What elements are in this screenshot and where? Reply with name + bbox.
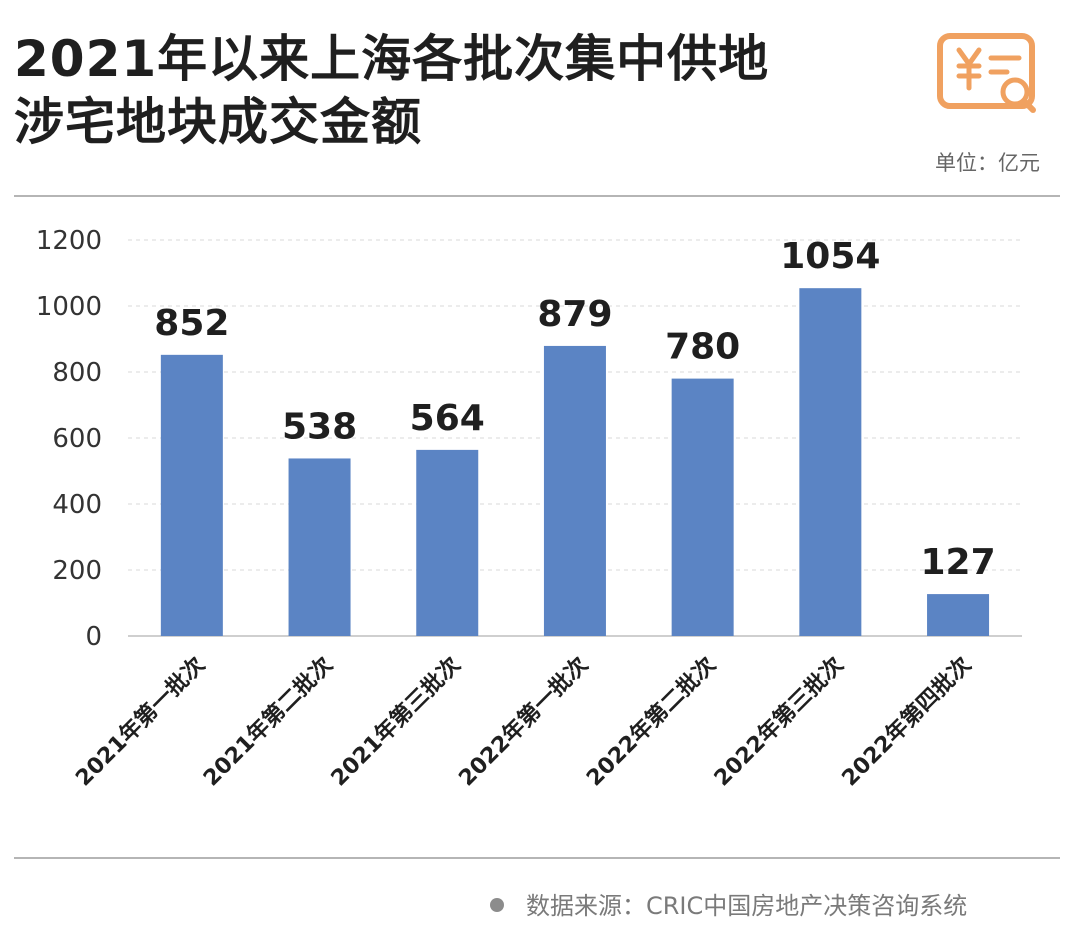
chart-title: 2021年以来上海各批次集中供地 涉宅地块成交金额	[14, 28, 914, 154]
y-tick-label: 800	[52, 358, 102, 388]
bar	[416, 449, 479, 636]
data-labels: 852 538 564 879 780 1054 127	[154, 236, 995, 583]
x-tick-label: 2021年第二批次	[198, 652, 337, 791]
y-tick-label: 600	[52, 424, 102, 454]
x-tick-label: 2021年第三批次	[326, 652, 465, 791]
x-tick-label: 2021年第一批次	[71, 652, 210, 791]
bar	[671, 378, 734, 636]
data-label: 127	[920, 542, 995, 583]
bar	[799, 288, 862, 636]
data-label: 780	[665, 327, 740, 368]
bar	[927, 594, 990, 636]
data-label: 1054	[780, 236, 880, 277]
bars	[160, 288, 990, 636]
bar-chart: 0 200 400 600 800 1000 1200 852 538 564 879 780 105…	[36, 226, 1022, 791]
bar	[543, 345, 606, 636]
bar	[160, 354, 223, 636]
x-tick-label: 2022年第三批次	[709, 652, 848, 791]
x-tick-label: 2022年第一批次	[454, 652, 593, 791]
data-label: 879	[537, 294, 612, 335]
bar	[288, 458, 351, 636]
y-axis: 0 200 400 600 800 1000 1200	[36, 226, 102, 652]
header-divider	[14, 195, 1060, 197]
footer-divider	[14, 857, 1060, 859]
x-tick-label: 2022年第四批次	[837, 652, 976, 791]
x-axis: 2021年第一批次2021年第二批次2021年第三批次2022年第一批次2022…	[71, 652, 977, 791]
source-text: 数据来源：CRIC中国房地产决策咨询系统	[526, 892, 968, 920]
unit-label: 单位：亿元	[935, 151, 1040, 175]
title-line-1: 2021年以来上海各批次集中供地	[14, 30, 770, 88]
receipt-yuan-magnifier-icon	[937, 33, 1036, 113]
data-label: 564	[410, 398, 485, 439]
data-label: 852	[154, 303, 229, 344]
y-tick-label: 0	[85, 622, 102, 652]
x-tick-label: 2022年第二批次	[581, 652, 720, 791]
title-line-2: 涉宅地块成交金额	[14, 93, 422, 151]
y-tick-label: 200	[52, 556, 102, 586]
data-label: 538	[282, 406, 357, 447]
y-tick-label: 1000	[36, 292, 102, 322]
source-note: 数据来源：CRIC中国房地产决策咨询系统	[490, 886, 967, 921]
y-tick-label: 1200	[36, 226, 102, 256]
y-tick-label: 400	[52, 490, 102, 520]
bullet-dot-icon	[490, 898, 504, 912]
